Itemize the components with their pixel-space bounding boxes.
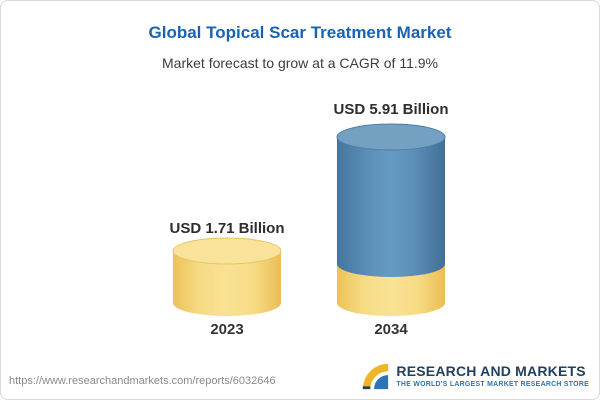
axis-label-2023: 2023 [210, 321, 244, 338]
bar-2023-cylinder [172, 237, 282, 316]
source-url: https://www.researchandmarkets.com/repor… [9, 375, 276, 387]
brand-tagline: THE WORLD'S LARGEST MARKET RESEARCH STOR… [396, 381, 589, 389]
brand-text: RESEARCH AND MARKETS THE WORLD'S LARGEST… [396, 362, 589, 389]
brand-name: RESEARCH AND MARKETS [396, 362, 586, 379]
bar-2034-cylinder [336, 123, 446, 316]
chart-subtitle: Market forecast to grow at a CAGR of 11.… [162, 55, 438, 71]
axis-label-2034: 2034 [374, 321, 408, 338]
value-label-2034: USD 5.91 Billion [333, 101, 449, 118]
brand-mark-icon [363, 363, 389, 390]
value-label-2023: USD 1.71 Billion [169, 220, 285, 237]
chart-title: Global Topical Scar Treatment Market [148, 23, 452, 42]
brand-logo: RESEARCH AND MARKETS THE WORLD'S LARGEST… [360, 361, 589, 391]
